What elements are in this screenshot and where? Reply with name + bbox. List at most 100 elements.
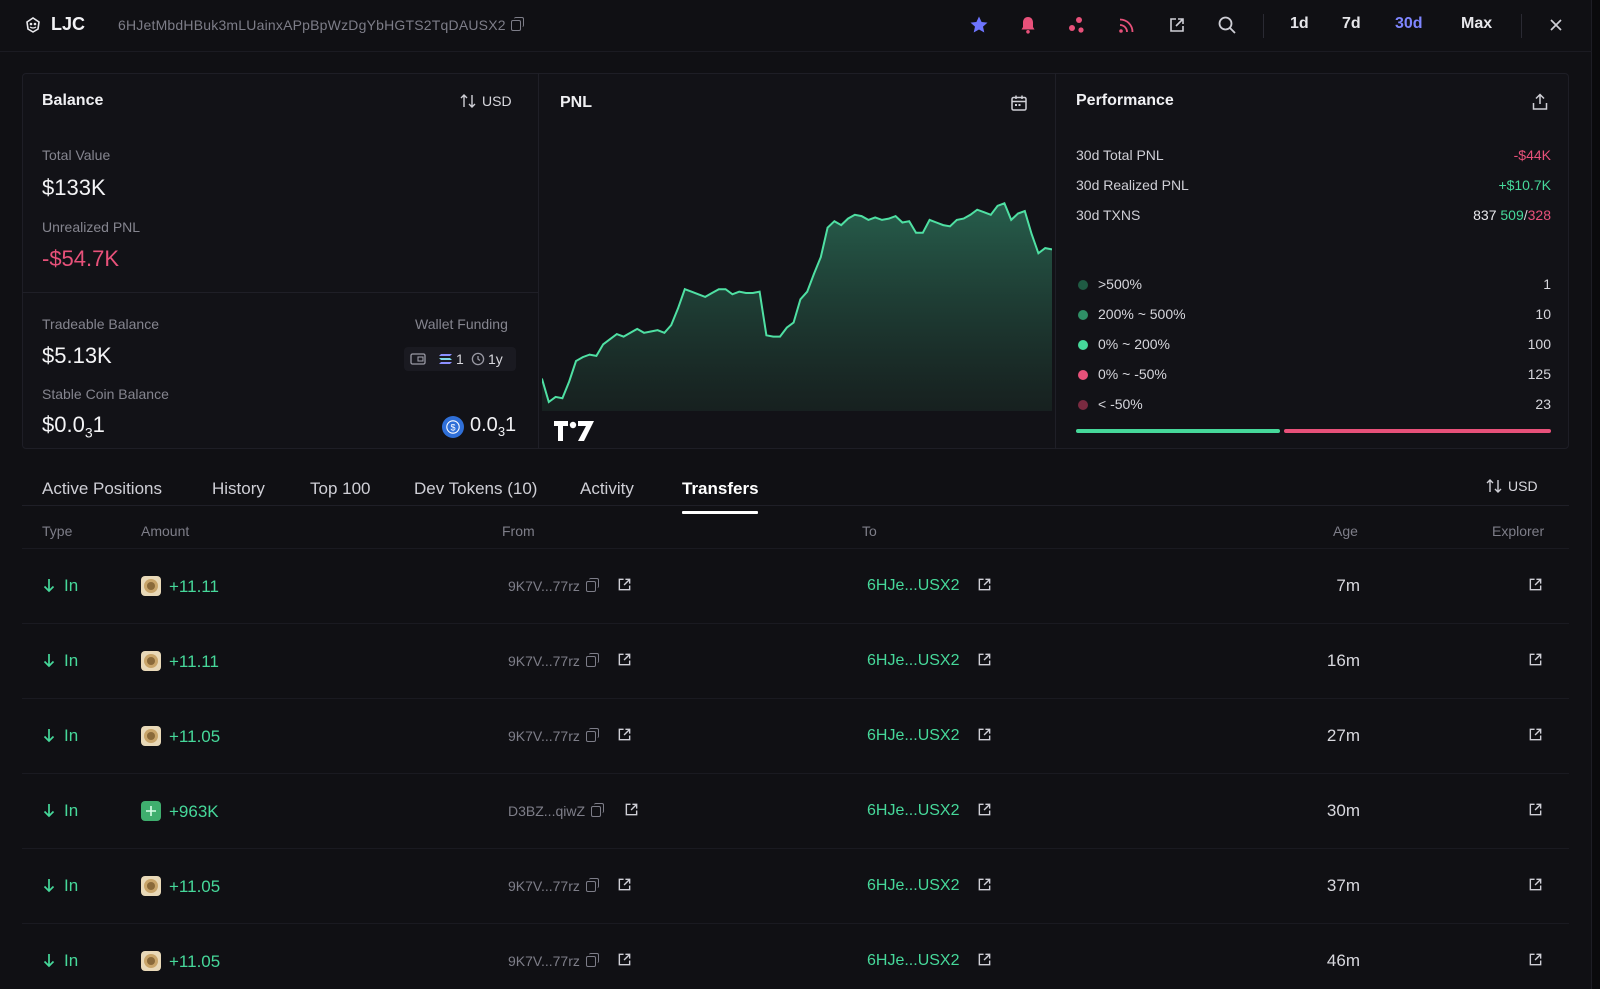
- copy-icon[interactable]: [585, 878, 599, 892]
- wallet-funding-chip[interactable]: 1 1y: [404, 347, 516, 371]
- pnl-point: [554, 396, 557, 398]
- copy-icon[interactable]: [591, 803, 605, 817]
- table-currency-toggle[interactable]: USD: [1486, 478, 1538, 494]
- table-row[interactable]: [22, 775, 1569, 849]
- explorer-link-icon[interactable]: [1528, 577, 1543, 597]
- from-address[interactable]: 9K7V...77rz: [508, 728, 599, 744]
- range-max[interactable]: Max: [1461, 15, 1493, 32]
- pnl-point: [1044, 247, 1046, 249]
- copy-icon[interactable]: [585, 578, 599, 592]
- pnl-point: [542, 378, 543, 380]
- share-icon[interactable]: [1529, 91, 1551, 113]
- from-external-link-icon[interactable]: [617, 652, 632, 672]
- range-30d[interactable]: 30d: [1395, 15, 1423, 32]
- table-row[interactable]: [22, 850, 1569, 924]
- from-external-link-icon[interactable]: [617, 952, 632, 972]
- copy-icon[interactable]: [585, 728, 599, 742]
- external-link-icon[interactable]: [1166, 14, 1188, 36]
- from-external-link-icon[interactable]: [624, 802, 639, 822]
- balance-divider: [22, 292, 538, 293]
- explorer-link-icon[interactable]: [1528, 727, 1543, 747]
- pnl-point: [663, 331, 666, 334]
- pnl-point: [1010, 219, 1012, 221]
- transfer-age: 7m: [1260, 576, 1360, 596]
- explorer-link-icon[interactable]: [1528, 877, 1543, 897]
- tab-transfers[interactable]: Transfers: [682, 479, 759, 498]
- search-icon[interactable]: [1216, 14, 1238, 36]
- to-external-link-icon[interactable]: [977, 877, 992, 897]
- arrow-down-icon: [43, 579, 55, 593]
- arrow-down-icon: [43, 879, 55, 893]
- tab-top-100[interactable]: Top 100: [310, 479, 371, 498]
- copy-icon[interactable]: [510, 17, 524, 31]
- scrollbar-gutter[interactable]: [1592, 0, 1600, 989]
- distribution-row: >500% 1: [1076, 276, 1551, 294]
- from-external-link-icon[interactable]: [617, 877, 632, 897]
- star-icon[interactable]: [968, 14, 990, 36]
- explorer-link-icon[interactable]: [1528, 652, 1543, 672]
- to-address[interactable]: 6HJe...USX2: [867, 577, 959, 595]
- from-address[interactable]: 9K7V...77rz: [508, 953, 599, 969]
- range-1d[interactable]: 1d: [1290, 15, 1309, 32]
- legend-dot-icon: [1078, 400, 1088, 410]
- copy-icon[interactable]: [585, 653, 599, 667]
- explorer-link-icon[interactable]: [1528, 952, 1543, 972]
- tab-activity[interactable]: Activity: [580, 479, 634, 498]
- tab-active-positions[interactable]: Active Positions: [42, 479, 162, 498]
- feed-icon[interactable]: [1116, 14, 1138, 36]
- copy-icon[interactable]: [585, 953, 599, 967]
- table-row[interactable]: [22, 625, 1569, 699]
- pnl-point: [752, 292, 754, 294]
- wallet-funding-label: Wallet Funding: [415, 316, 508, 332]
- distribution-label: 0% ~ -50%: [1098, 366, 1167, 382]
- token-coin-icon: [141, 876, 161, 896]
- solana-icon: [439, 354, 452, 364]
- type-label: In: [64, 651, 79, 670]
- tab-history[interactable]: History: [212, 479, 265, 498]
- table-row[interactable]: [22, 700, 1569, 774]
- close-icon[interactable]: [1545, 14, 1567, 36]
- from-address[interactable]: 9K7V...77rz: [508, 878, 599, 894]
- balance-currency-toggle[interactable]: USD: [460, 93, 512, 109]
- from-address-text: 9K7V...77rz: [508, 878, 580, 894]
- explorer-link-icon[interactable]: [1528, 802, 1543, 822]
- to-external-link-icon[interactable]: [977, 577, 992, 597]
- calendar-icon[interactable]: [1008, 92, 1030, 114]
- from-external-link-icon[interactable]: [617, 727, 632, 747]
- to-address[interactable]: 6HJe...USX2: [867, 652, 959, 670]
- to-external-link-icon[interactable]: [977, 727, 992, 747]
- to-external-link-icon[interactable]: [977, 652, 992, 672]
- token-address[interactable]: 6HJetMbdHBuk3mLUainxAPpBpWzDgYbHGTS2TqDA…: [118, 17, 524, 33]
- stable-right-main: 0.0: [470, 414, 498, 436]
- to-address-text: 6HJe...USX2: [867, 727, 960, 744]
- from-address[interactable]: 9K7V...77rz: [508, 578, 599, 594]
- to-address[interactable]: 6HJe...USX2: [867, 802, 959, 820]
- to-external-link-icon[interactable]: [977, 802, 992, 822]
- tab-dev-tokens[interactable]: Dev Tokens (10): [414, 479, 538, 498]
- token-plus-icon: [141, 801, 161, 821]
- to-address[interactable]: 6HJe...USX2: [867, 877, 959, 895]
- bell-icon[interactable]: [1017, 14, 1039, 36]
- pnl-point: [949, 225, 951, 228]
- from-address-text: 9K7V...77rz: [508, 728, 580, 744]
- from-external-link-icon[interactable]: [617, 577, 632, 597]
- realized-pnl-label: 30d Realized PNL: [1076, 177, 1189, 193]
- col-amount: Amount: [141, 523, 190, 539]
- pnl-point: [806, 290, 808, 293]
- to-external-link-icon[interactable]: [977, 952, 992, 972]
- pnl-chart[interactable]: [542, 185, 1052, 421]
- to-address[interactable]: 6HJe...USX2: [867, 952, 959, 970]
- header-bar: LJC 6HJetMbdHBuk3mLUainxAPpBpWzDgYbHGTS2…: [0, 0, 1592, 52]
- table-row[interactable]: [22, 550, 1569, 624]
- distribution-count: 1: [1543, 276, 1551, 292]
- pnl-point: [724, 288, 727, 290]
- pnl-point: [826, 226, 829, 229]
- to-address[interactable]: 6HJe...USX2: [867, 727, 959, 745]
- transfer-age: 46m: [1260, 951, 1360, 971]
- from-address[interactable]: D3BZ...qiwZ: [508, 803, 605, 819]
- cluster-icon[interactable]: [1066, 14, 1088, 36]
- from-address[interactable]: 9K7V...77rz: [508, 653, 599, 669]
- pnl-point: [867, 219, 870, 221]
- pnl-point: [894, 215, 897, 217]
- range-7d[interactable]: 7d: [1342, 15, 1361, 32]
